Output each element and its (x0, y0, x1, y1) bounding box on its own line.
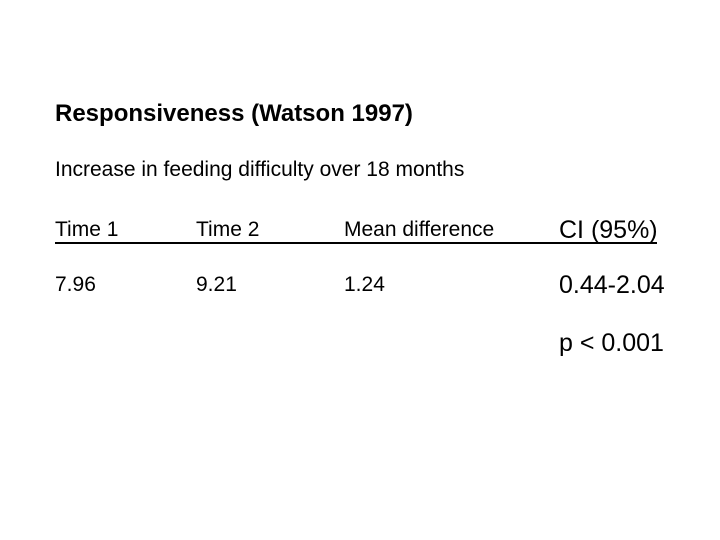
p-value-row: p < 0.001 (55, 331, 664, 359)
column-header-time-2: Time 2 (196, 218, 260, 241)
cell-time-2-value: 9.21 (196, 273, 237, 296)
column-header-time-1: Time 1 (55, 218, 119, 241)
table-data-row: 7.96 9.21 1.24 0.44-2.04 (55, 273, 665, 298)
cell-ci-95-value: 0.44-2.04 (559, 271, 665, 299)
column-header-mean-difference: Mean difference (344, 218, 495, 241)
p-value-text: p < 0.001 (559, 329, 664, 357)
slide-subtitle: Increase in feeding difficulty over 18 m… (55, 158, 465, 181)
column-header-ci-95: CI (95%) (559, 216, 658, 244)
cell-time-1-value: 7.96 (55, 273, 96, 296)
table-header-row: Time 1 Time 2 Mean difference CI (95%) (55, 216, 658, 244)
cell-mean-difference-value: 1.24 (344, 273, 385, 296)
slide-title: Responsiveness (Watson 1997) (55, 100, 413, 127)
